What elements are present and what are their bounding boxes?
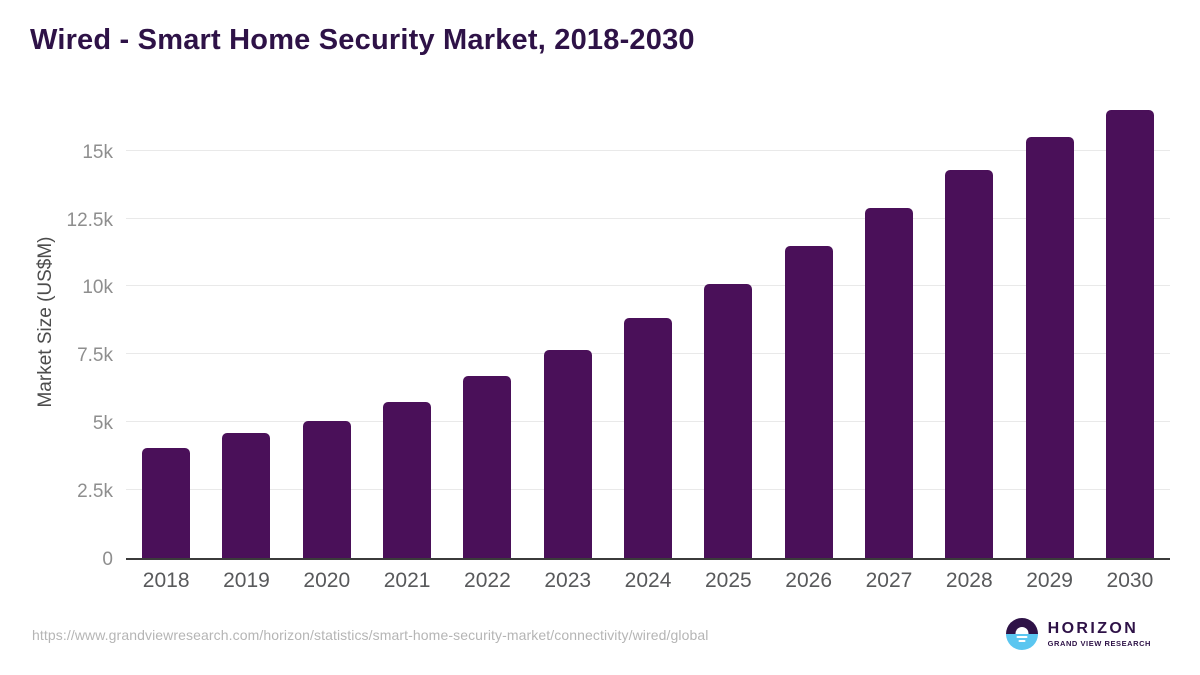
x-tick-label: 2030	[1106, 569, 1154, 592]
y-tick-label: 0	[102, 549, 113, 570]
bars-row	[126, 100, 1170, 558]
bar-slot	[287, 100, 367, 558]
bar-2029[interactable]	[1025, 137, 1074, 558]
x-tick-label: 2022	[464, 569, 511, 592]
logo-reflection-line	[1016, 636, 1028, 638]
y-tick-label: 2.5k	[77, 481, 113, 503]
y-tick-label: 15k	[82, 141, 113, 163]
bar-slot	[447, 100, 527, 558]
horizon-logo: HORIZON GRAND VIEW RESEARCH	[1005, 618, 1151, 650]
bar-2020[interactable]	[302, 420, 351, 558]
x-tick-label: 2020	[303, 569, 351, 592]
bar-slot	[929, 100, 1009, 558]
x-tick-label: 2028	[945, 569, 993, 592]
x-tick-label: 2025	[704, 569, 752, 592]
bar-slot	[367, 100, 447, 558]
logo-name: HORIZON	[1047, 619, 1139, 637]
x-tick-label: 2024	[624, 569, 672, 592]
bar-2018[interactable]	[142, 448, 191, 558]
y-tick-label: 7.5k	[77, 345, 113, 367]
bar-2028[interactable]	[945, 169, 994, 558]
gridline	[126, 149, 1170, 151]
x-tick-label: 2026	[785, 569, 833, 592]
logo-reflection-line	[1018, 640, 1026, 642]
bar-2019[interactable]	[222, 433, 271, 558]
bar-slot	[1090, 100, 1170, 558]
horizon-logo-icon	[1005, 618, 1038, 650]
bar-slot	[528, 100, 608, 558]
bar-2025[interactable]	[704, 283, 753, 558]
x-tick-label: 2018	[142, 569, 190, 592]
x-tick-label: 2019	[223, 569, 270, 592]
bar-slot	[608, 100, 688, 558]
bar-slot	[769, 100, 849, 558]
chart-title: Wired - Smart Home Security Market, 2018…	[30, 24, 695, 56]
gridline	[126, 217, 1170, 219]
bar-2027[interactable]	[864, 207, 913, 558]
x-axis-labels: 2018 2019 2020 2021 2022 2023 2024 2025 2026 2027…	[126, 568, 1170, 594]
source-url: https://www.grandviewresearch.com/horizo…	[32, 627, 709, 643]
bar-2024[interactable]	[624, 317, 673, 558]
bar-2021[interactable]	[383, 401, 432, 558]
x-tick-label: 2021	[383, 569, 431, 592]
bar-slot	[126, 100, 206, 558]
x-tick-label: 2027	[865, 569, 913, 592]
bar-2023[interactable]	[543, 350, 592, 558]
plot-area	[126, 100, 1170, 560]
bar-slot	[688, 100, 768, 558]
x-tick-label: 2023	[544, 569, 592, 592]
logo-sun-shape	[1015, 627, 1029, 634]
y-tick-label: 10k	[82, 277, 113, 299]
y-tick-label: 5k	[92, 413, 113, 435]
y-tick-label: 12.5k	[66, 209, 113, 231]
x-tick-label: 2029	[1026, 569, 1073, 592]
bar-slot	[206, 100, 286, 558]
bar-slot	[1009, 100, 1089, 558]
bar-slot	[849, 100, 929, 558]
bar-2022[interactable]	[463, 376, 512, 558]
logo-subtitle: GRAND VIEW RESEARCH	[1047, 638, 1151, 648]
y-axis-tick-labels: 0 2.5k 5k 7.5k 10k 12.5k 15k	[0, 100, 113, 569]
bar-2026[interactable]	[784, 245, 833, 558]
logo-text: HORIZON GRAND VIEW RESEARCH	[1048, 620, 1151, 649]
bar-2030[interactable]	[1105, 109, 1154, 558]
gridline	[126, 285, 1170, 287]
